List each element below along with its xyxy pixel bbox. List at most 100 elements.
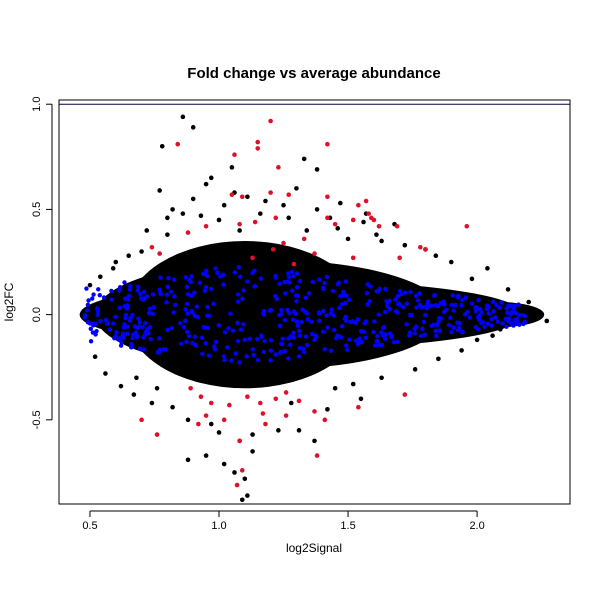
data-point [498, 327, 503, 332]
data-point [188, 385, 193, 391]
blue-point [457, 320, 462, 326]
blue-point [251, 352, 256, 358]
blue-point [184, 339, 189, 345]
blue-point [420, 326, 425, 332]
blue-point [362, 329, 367, 335]
data-point [126, 253, 131, 259]
blue-point [353, 320, 358, 325]
blue-point [135, 333, 140, 339]
blue-point [183, 306, 188, 312]
x-tick-label: 1.5 [340, 520, 355, 532]
data-point [338, 200, 343, 206]
blue-point [467, 315, 473, 320]
data-point [325, 407, 330, 412]
data-point [325, 141, 330, 147]
blue-point [450, 293, 455, 298]
blue-point [192, 313, 198, 319]
blue-point [451, 308, 456, 313]
blue-point [355, 342, 361, 347]
blue-point [299, 320, 304, 325]
blue-point [322, 347, 327, 352]
blue-point [294, 285, 300, 290]
blue-point [199, 335, 205, 341]
blue-point [288, 342, 293, 347]
blue-point [111, 321, 116, 326]
data-point [149, 400, 155, 406]
blue-point [382, 336, 388, 342]
blue-point [261, 308, 267, 314]
blue-point [371, 329, 376, 335]
blue-point [486, 304, 491, 310]
blue-point [328, 348, 334, 353]
blue-point [216, 323, 221, 328]
blue-point [129, 342, 134, 347]
data-point [433, 253, 439, 259]
blue-point [268, 358, 273, 363]
data-point [258, 400, 263, 406]
blue-point [344, 293, 349, 298]
blue-point [182, 318, 188, 324]
blue-point [286, 274, 292, 280]
blue-point [325, 325, 330, 330]
data-point [175, 141, 181, 147]
blue-point [316, 311, 322, 316]
blue-point [485, 321, 490, 326]
blue-point [341, 289, 346, 295]
blue-point [408, 289, 413, 295]
blue-point [334, 335, 339, 341]
blue-point [294, 319, 300, 325]
blue-point [123, 312, 129, 318]
blue-point [267, 308, 273, 313]
blue-point [120, 331, 126, 336]
blue-point [268, 338, 274, 343]
blue-point [418, 333, 424, 339]
blue-point [225, 345, 230, 350]
data-point [294, 186, 299, 191]
blue-point [422, 332, 427, 337]
blue-point [435, 303, 441, 309]
blue-point [278, 341, 284, 347]
data-point [229, 165, 235, 170]
blue-point [398, 302, 403, 308]
blue-point [201, 324, 206, 330]
blue-point [343, 279, 349, 284]
blue-point [317, 318, 322, 324]
data-point [518, 316, 524, 322]
data-point [273, 396, 279, 402]
blue-point [383, 332, 388, 337]
x-axis: 0.5 1.0 1.5 2.0 [82, 510, 485, 532]
blue-point [220, 272, 226, 277]
x-tick-label: 0.5 [82, 520, 97, 532]
data-point [245, 493, 250, 498]
blue-point [377, 286, 382, 292]
blue-point [171, 277, 177, 282]
blue-point [297, 346, 303, 351]
data-point [356, 202, 361, 208]
blue-point [164, 300, 169, 305]
blue-point [280, 336, 285, 341]
blue-point [406, 333, 412, 338]
blue-point [449, 329, 454, 335]
blue-point [432, 292, 437, 298]
data-point [255, 139, 261, 145]
blue-point [90, 330, 96, 335]
blue-point [375, 333, 380, 339]
blue-point [448, 315, 453, 320]
data-point [227, 402, 232, 408]
data-point [229, 192, 235, 197]
blue-point [128, 315, 133, 320]
data-point [402, 392, 408, 397]
blue-point [285, 307, 290, 313]
blue-point [148, 336, 153, 342]
blue-point [453, 302, 458, 308]
blue-point [205, 304, 210, 310]
blue-point [437, 315, 442, 321]
blue-point [203, 285, 209, 290]
blue-point [402, 290, 408, 295]
blue-point [455, 294, 461, 300]
data-point [276, 165, 281, 170]
blue-point [423, 312, 428, 318]
blue-point [295, 293, 301, 299]
blue-point [441, 302, 447, 307]
data-point [459, 348, 464, 353]
